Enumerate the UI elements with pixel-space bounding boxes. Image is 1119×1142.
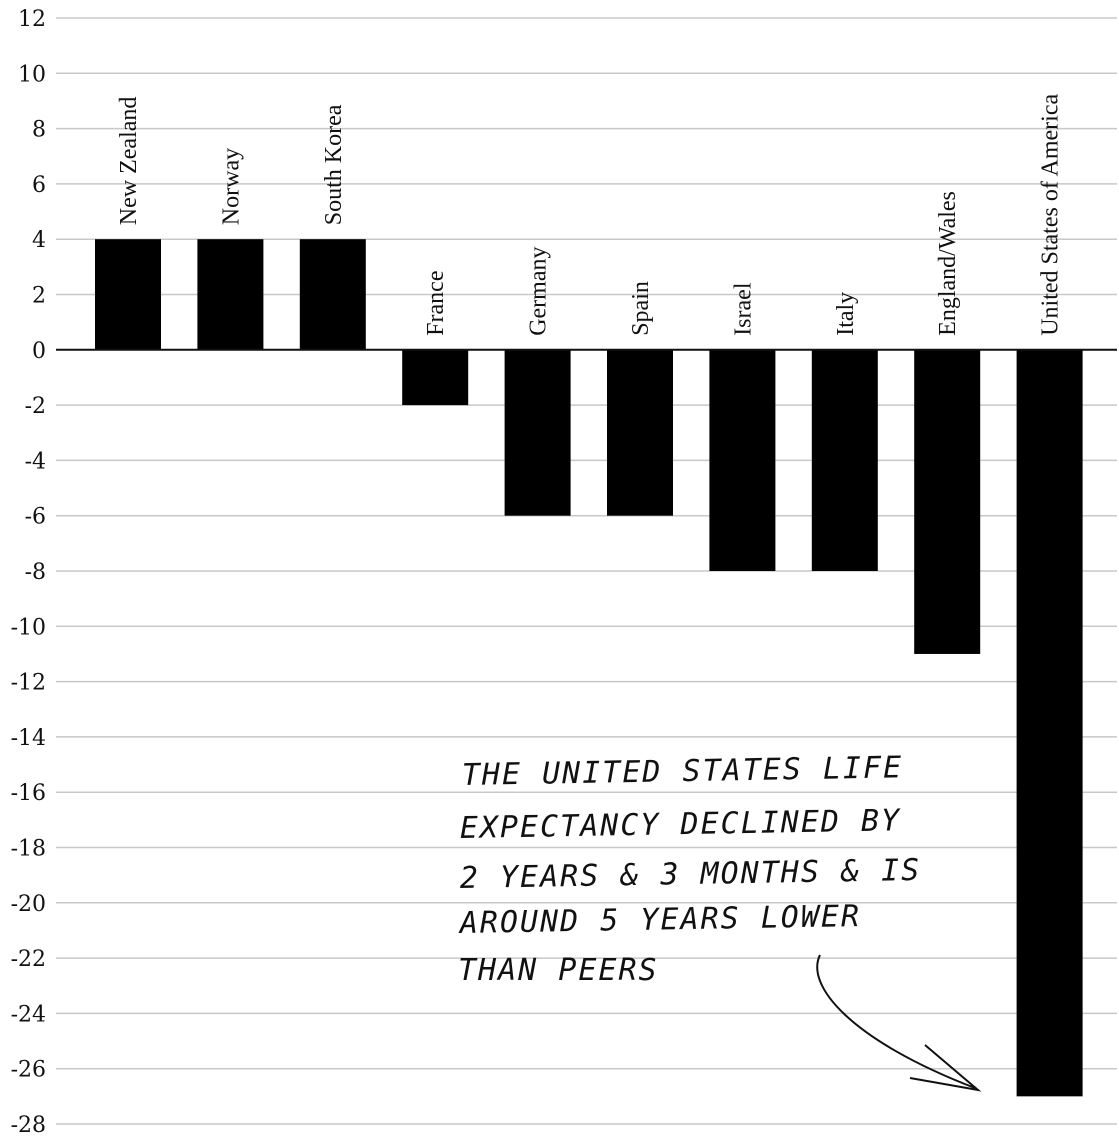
bar xyxy=(197,239,264,350)
bar xyxy=(607,349,673,516)
y-tick-label: -12 xyxy=(11,671,46,696)
annotation-line-1: THE UNITED STATES LIFE xyxy=(462,750,904,793)
annotation-arrow xyxy=(816,954,976,1089)
category-label: England/Wales xyxy=(935,191,961,336)
y-tick-label: -4 xyxy=(25,449,46,474)
y-tick-label: 12 xyxy=(18,7,46,32)
y-axis-ticks: 12 10 8 6 4 2 0 -2 -4 -6 -8 -10 -12 -14 -16 -18 -20 -22 -2… xyxy=(11,7,46,1138)
bar xyxy=(402,349,469,406)
annotation-line-3: 2 YEARS & 3 MONTHS & IS xyxy=(460,853,922,896)
y-tick-label: -8 xyxy=(25,560,46,585)
category-label: Germany xyxy=(526,247,552,336)
y-tick-label: 2 xyxy=(32,284,46,309)
bar xyxy=(811,349,878,571)
bar xyxy=(709,349,776,571)
y-tick-label: 4 xyxy=(32,228,46,253)
y-tick-label: -20 xyxy=(11,892,46,917)
y-tick-label: 6 xyxy=(32,173,46,198)
y-tick-label: -2 xyxy=(25,394,46,419)
bar xyxy=(1016,349,1083,1097)
bar xyxy=(504,349,571,516)
annotation: THE UNITED STATES LIFE EXPECTANCY DECLIN… xyxy=(458,750,982,1092)
annotation-line-2: EXPECTANCY DECLINED BY xyxy=(460,803,902,846)
category-label: Norway xyxy=(218,148,244,225)
y-tick-label: -22 xyxy=(11,947,46,972)
bar xyxy=(299,239,366,350)
annotation-arrowhead xyxy=(909,1044,982,1092)
y-tick-label: -24 xyxy=(11,1002,46,1027)
category-label: Spain xyxy=(628,281,654,336)
y-tick-label: 8 xyxy=(32,118,46,143)
y-tick-label: -28 xyxy=(11,1113,46,1138)
y-tick-label: 0 xyxy=(32,339,46,364)
category-label: Italy xyxy=(833,292,859,336)
y-tick-label: -18 xyxy=(11,837,46,862)
category-labels: New Zealand Norway South Korea France German… xyxy=(116,94,1064,336)
y-tick-label: -26 xyxy=(11,1058,46,1083)
y-tick-label: -14 xyxy=(11,726,46,751)
category-label: New Zealand xyxy=(116,97,142,226)
y-tick-label: -6 xyxy=(25,505,46,530)
y-tick-label: -10 xyxy=(11,615,46,640)
bar xyxy=(914,349,981,654)
bars xyxy=(95,239,1083,1097)
category-label: France xyxy=(423,271,449,336)
annotation-line-5: THAN PEERS xyxy=(458,953,659,988)
y-tick-label: 10 xyxy=(18,62,46,87)
bar xyxy=(95,239,161,350)
category-label: Israel xyxy=(730,282,756,336)
category-label: South Korea xyxy=(321,104,347,225)
category-label: United States of America xyxy=(1038,94,1064,336)
y-tick-label: -16 xyxy=(11,781,46,806)
annotation-line-4: AROUND 5 YEARS LOWER xyxy=(458,899,862,941)
